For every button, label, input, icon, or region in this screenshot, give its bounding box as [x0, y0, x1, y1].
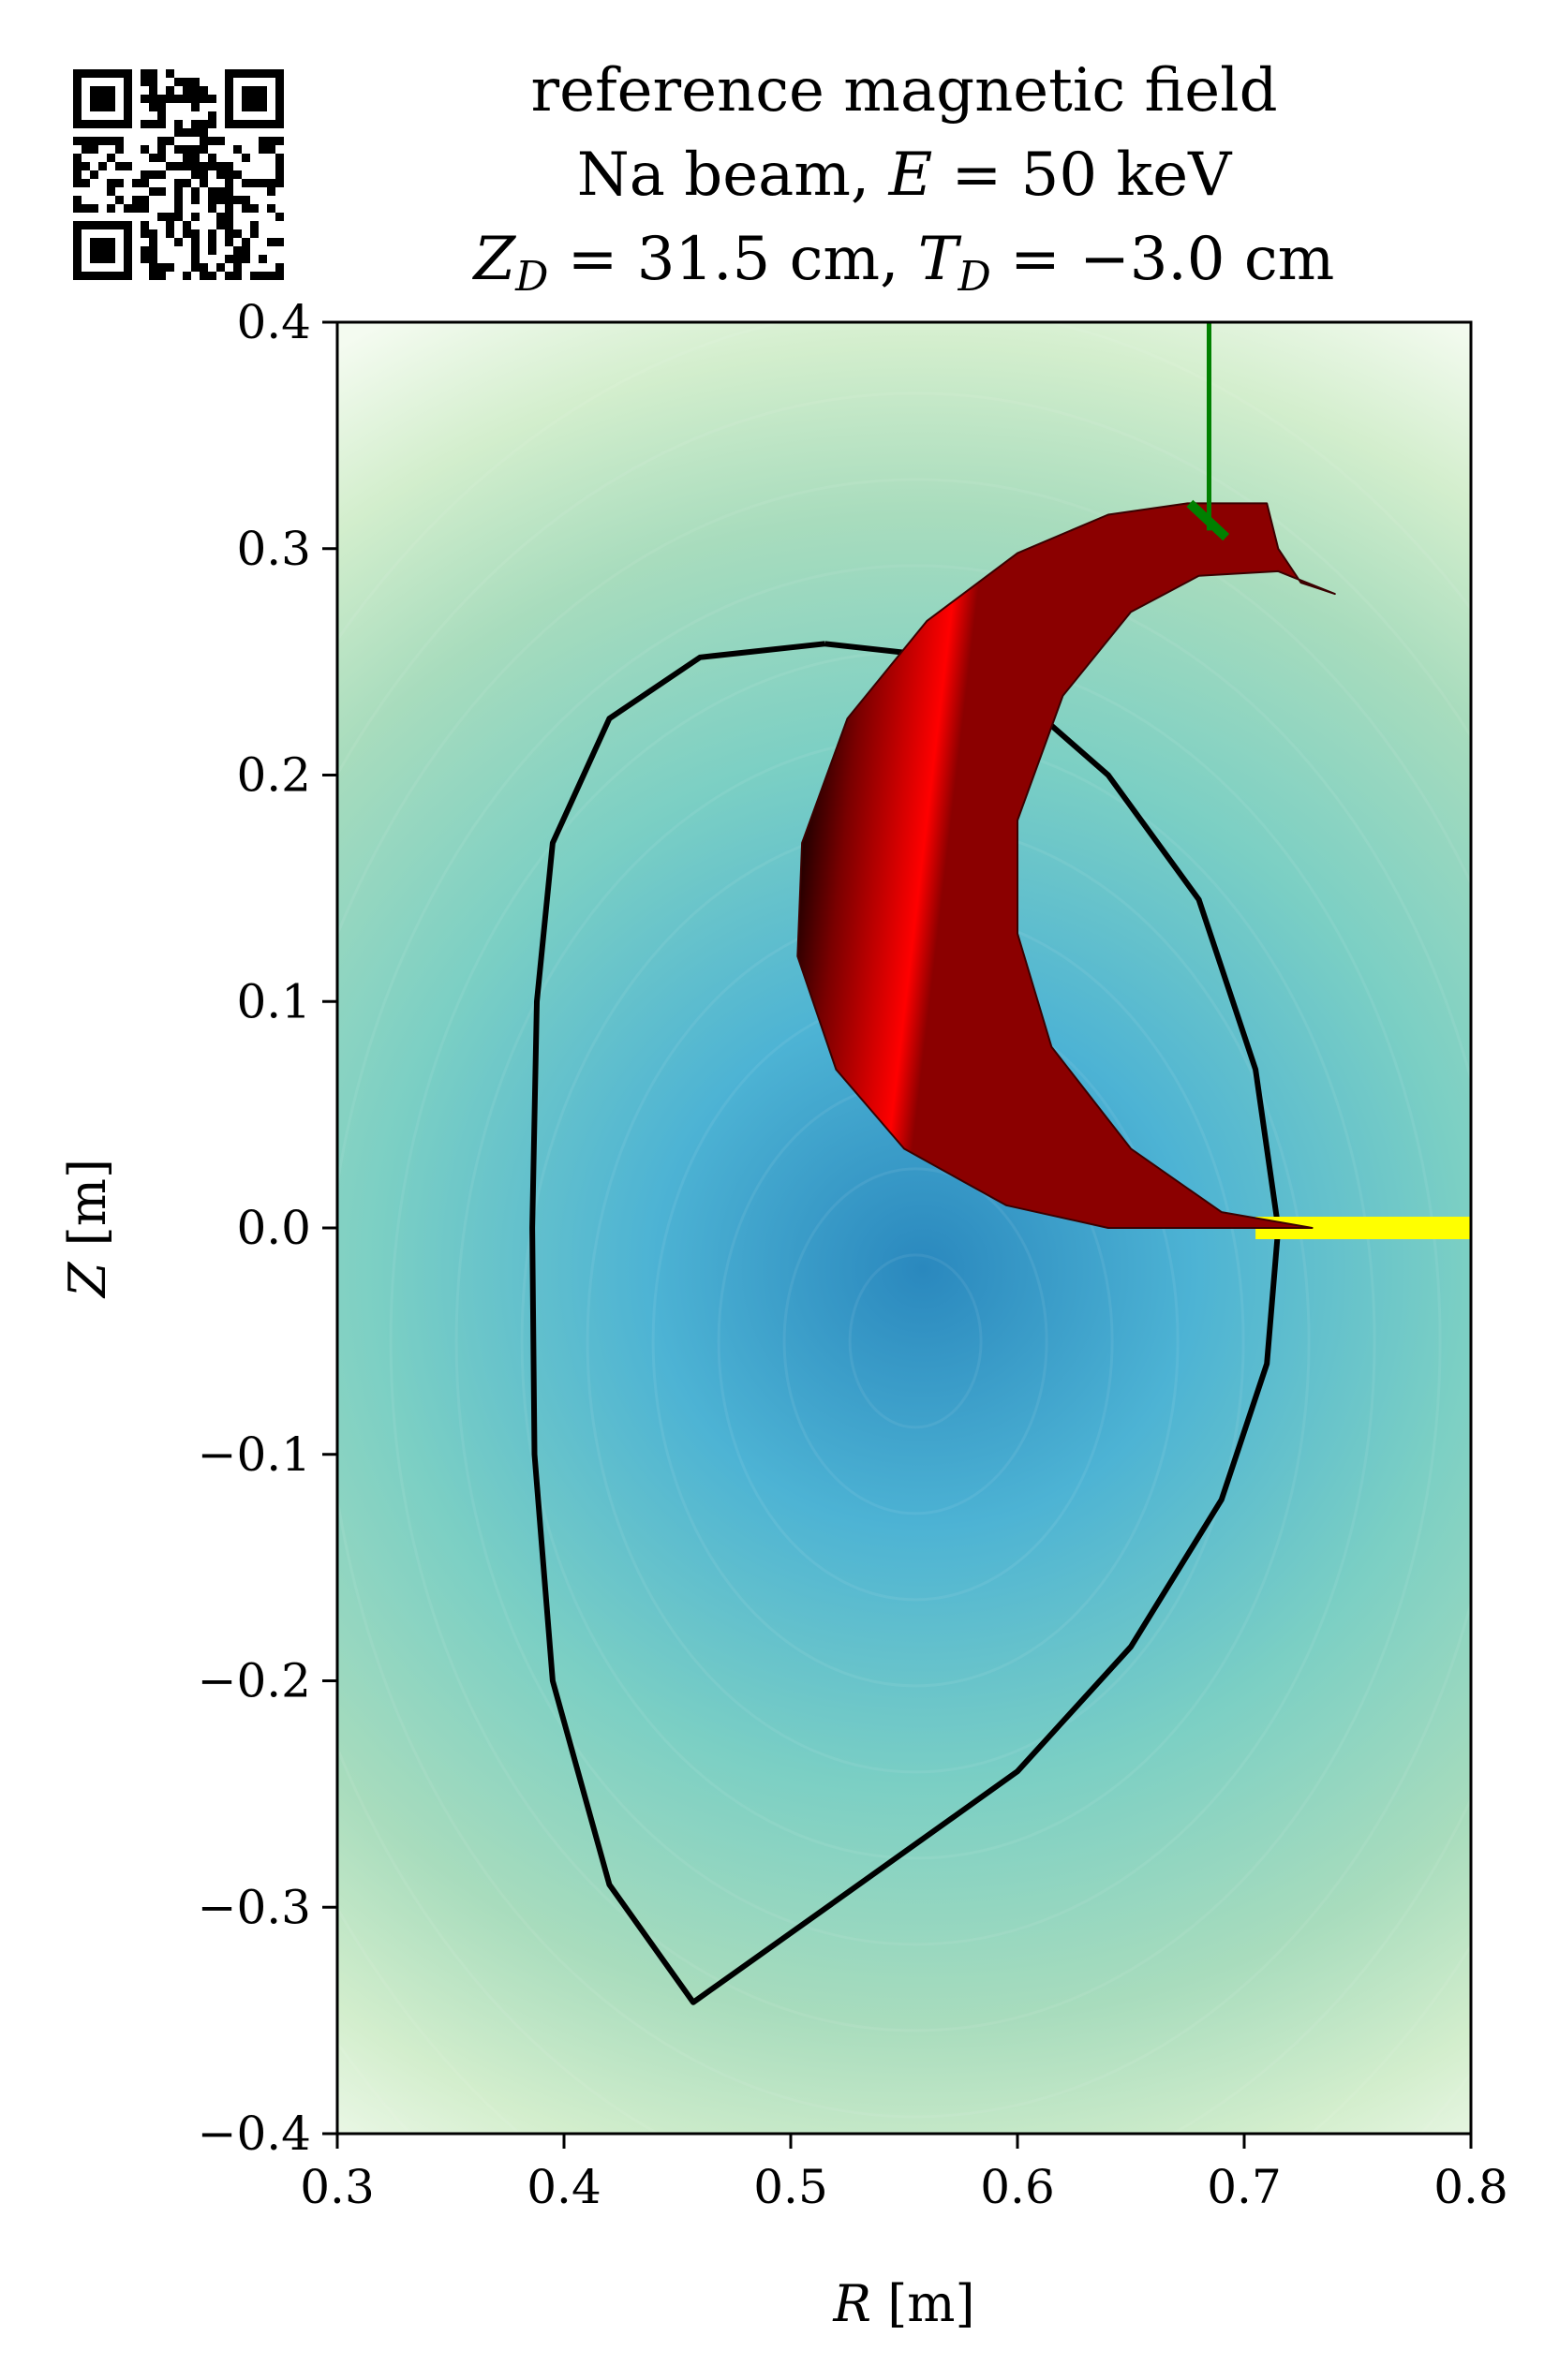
secondary-beam-fan — [796, 502, 1336, 1229]
separatrix-line — [529, 641, 1282, 2005]
x-axis-label: R [m] — [832, 2274, 974, 2333]
x-tick-label: 0.6 — [980, 2160, 1055, 2214]
contour-ring — [782, 1167, 1048, 1515]
contour-ring — [848, 1253, 983, 1429]
y-tick-label: −0.2 — [198, 1654, 311, 1708]
y-tick-label: −0.3 — [198, 1880, 311, 1934]
plot-area — [337, 322, 1471, 2134]
detector-slit — [1186, 499, 1230, 541]
title-line-2: Na beam, E = 50 keV — [577, 140, 1233, 210]
x-tick-label: 0.4 — [527, 2160, 601, 2214]
x-tick-label: 0.3 — [300, 2160, 375, 2214]
contour-ring — [337, 564, 1471, 2119]
x-tick-label: 0.7 — [1207, 2160, 1282, 2214]
x-axis: 0.3 0.4 0.5 0.6 0.7 0.8 — [300, 2134, 1508, 2214]
contour-ring — [337, 392, 1471, 2134]
title-line-3: ZD = 31.5 cm, TD = −3.0 cm — [472, 225, 1335, 301]
y-tick-label: 0.4 — [236, 295, 311, 349]
qr-code — [69, 66, 288, 284]
x-tick-label: 0.8 — [1433, 2160, 1508, 2214]
y-tick-label: −0.4 — [198, 2107, 311, 2161]
y-axis-label: Z [m] — [58, 1159, 117, 1299]
x-tick-label: 0.5 — [753, 2160, 828, 2214]
title-line-1: reference magnetic field — [530, 56, 1277, 126]
y-axis: 0.4 0.3 0.2 0.1 0.0 −0.1 −0.2 −0.3 −0.4 — [198, 295, 337, 2161]
y-tick-label: 0.2 — [236, 748, 311, 803]
y-tick-label: 0.0 — [236, 1201, 311, 1255]
contour-ring — [337, 478, 1471, 2134]
y-tick-label: 0.1 — [236, 974, 311, 1028]
chart-title: reference magnetic field Na beam, E = 50… — [472, 56, 1335, 301]
y-tick-label: 0.3 — [236, 522, 311, 576]
y-tick-label: −0.1 — [198, 1427, 311, 1482]
